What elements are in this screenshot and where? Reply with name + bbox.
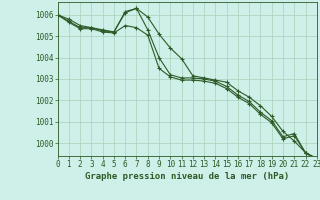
X-axis label: Graphe pression niveau de la mer (hPa): Graphe pression niveau de la mer (hPa) bbox=[85, 172, 289, 181]
